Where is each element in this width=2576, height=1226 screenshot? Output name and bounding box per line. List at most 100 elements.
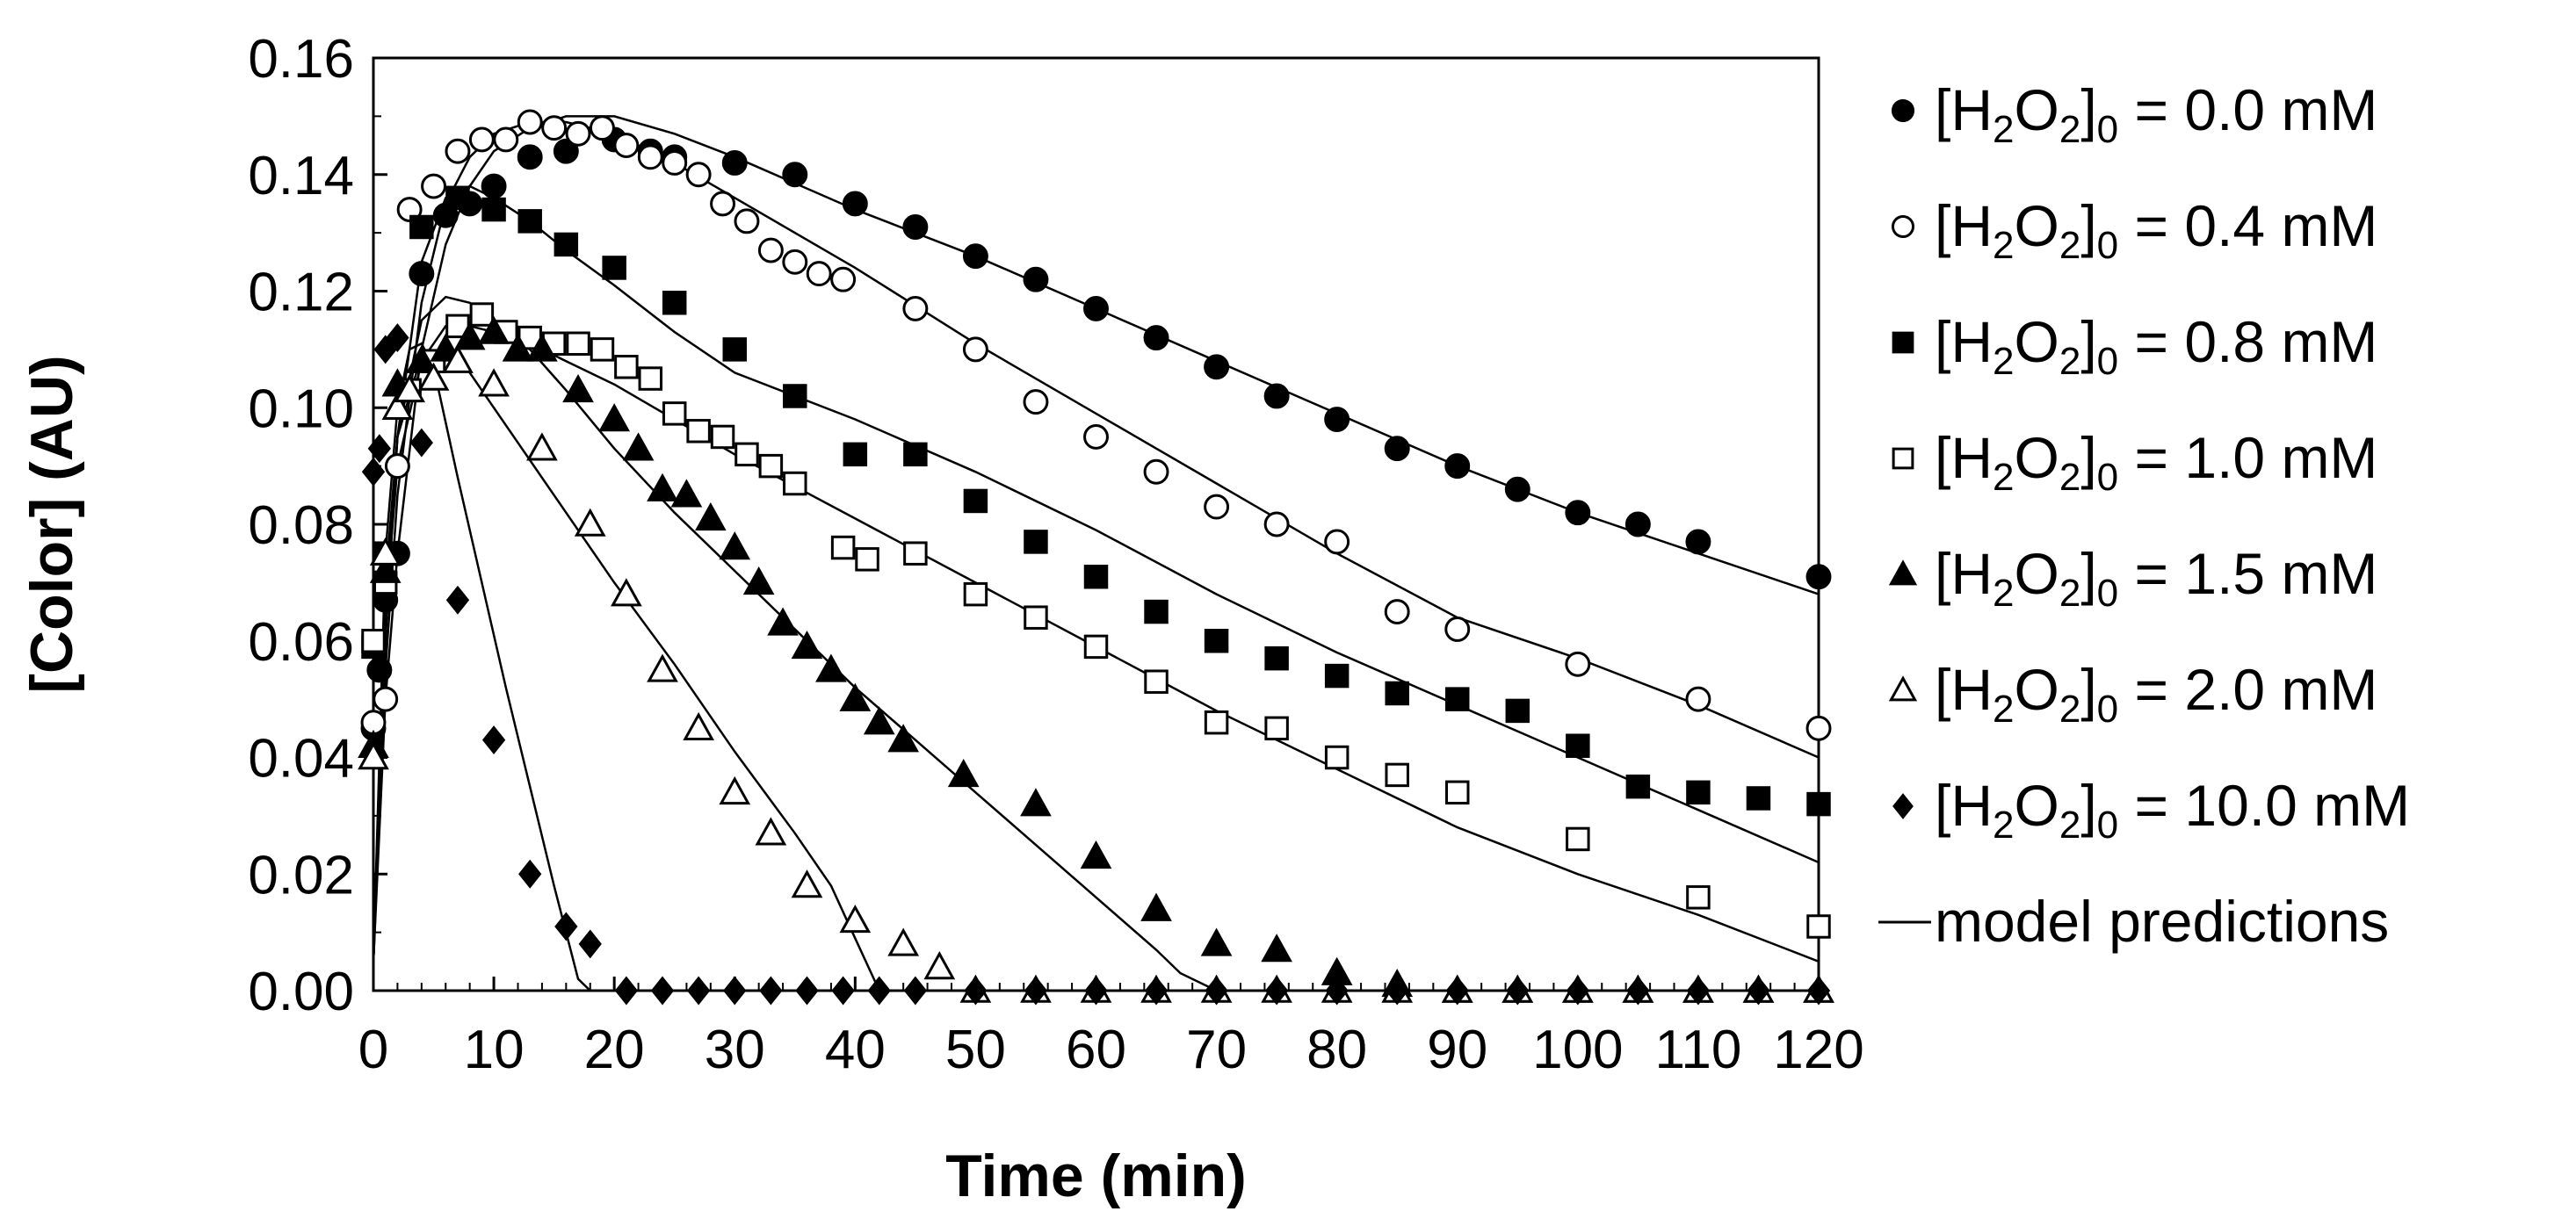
data-point	[386, 323, 409, 353]
data-point	[1747, 976, 1770, 1006]
x-tick-label: 80	[1306, 1020, 1367, 1080]
data-point	[1566, 733, 1590, 758]
data-point	[783, 384, 807, 408]
data-point	[947, 759, 980, 788]
x-axis: 0 10 20 30 40 50 60 70 80 90 100 110 120	[358, 977, 1864, 1080]
data-point	[782, 162, 808, 188]
y-tick-label: 0.14	[248, 146, 354, 206]
data-point	[478, 368, 510, 397]
data-point	[806, 261, 832, 287]
data-point	[685, 162, 712, 188]
y-tick-label: 0.10	[248, 379, 354, 439]
data-point	[1261, 934, 1292, 963]
y-axis-title: [Color] (AU)	[18, 355, 85, 693]
data-point	[1444, 453, 1471, 480]
x-tick-label: 90	[1427, 1020, 1487, 1080]
data-point	[887, 927, 920, 956]
data-point	[493, 126, 519, 153]
data-point	[782, 249, 808, 275]
legend-label: [H2O2]0 = 0.8 mM	[1935, 309, 2377, 383]
data-point	[755, 817, 787, 846]
data-point	[719, 531, 751, 560]
data-point	[1263, 383, 1290, 409]
legend-label: [H2O2]0 = 1.0 mM	[1935, 425, 2377, 499]
data-point	[1205, 976, 1228, 1006]
data-point	[526, 333, 558, 362]
data-point	[562, 373, 594, 403]
data-point	[963, 581, 988, 607]
data-point	[1204, 710, 1229, 735]
data-point	[1200, 927, 1233, 956]
data-point	[710, 424, 735, 450]
data-point	[502, 333, 534, 362]
data-point	[1686, 780, 1711, 805]
data-point	[670, 479, 703, 508]
data-point	[902, 295, 929, 321]
data-points	[358, 109, 1834, 1006]
data-point	[1806, 791, 1831, 817]
data-point	[481, 173, 507, 199]
x-tick-label: 120	[1773, 1020, 1863, 1080]
data-point	[1565, 500, 1591, 526]
data-point	[394, 373, 425, 403]
data-point	[1566, 826, 1590, 852]
data-point	[1324, 407, 1350, 432]
data-point	[1023, 266, 1049, 292]
data-point	[421, 173, 447, 199]
x-tick-label: 20	[584, 1020, 645, 1080]
data-point	[1805, 715, 1832, 741]
data-point	[541, 115, 568, 141]
data-point	[723, 976, 747, 1006]
data-point	[1566, 976, 1589, 1006]
data-point	[1024, 976, 1048, 1006]
data-point	[1324, 529, 1350, 555]
data-point	[795, 976, 819, 1006]
data-point	[405, 344, 438, 373]
series-1	[360, 109, 1832, 741]
data-point	[1024, 605, 1048, 630]
data-point	[1325, 976, 1349, 1006]
series-2	[361, 185, 1831, 817]
data-point	[1686, 976, 1711, 1006]
data-point	[1384, 436, 1410, 462]
data-point	[1083, 564, 1109, 589]
data-point	[1686, 885, 1711, 910]
data-point	[1504, 476, 1530, 502]
data-point	[758, 453, 784, 479]
data-point	[1626, 976, 1650, 1006]
legend-label: [H2O2]0 = 2.0 mM	[1935, 657, 2377, 731]
data-point	[481, 725, 506, 755]
data-point	[1445, 976, 1469, 1006]
data-point	[1445, 687, 1470, 711]
data-point	[554, 232, 579, 257]
data-point	[1685, 686, 1711, 712]
data-point	[903, 442, 928, 467]
data-point	[1444, 617, 1471, 642]
legend-marker	[1888, 675, 1918, 702]
data-point	[721, 150, 748, 176]
data-point	[1625, 774, 1651, 799]
data-point	[574, 508, 606, 537]
data-point	[373, 686, 399, 712]
data-point	[903, 541, 928, 566]
data-point	[517, 144, 543, 170]
data-point	[650, 976, 675, 1006]
x-tick-label: 40	[825, 1020, 886, 1080]
data-point	[722, 337, 747, 362]
x-tick-label: 0	[358, 1020, 388, 1080]
data-point	[1324, 663, 1350, 689]
series-6	[361, 323, 1831, 1006]
model-line-1	[372, 120, 1820, 962]
data-point	[1685, 529, 1711, 555]
data-point	[478, 315, 510, 344]
data-point	[662, 291, 687, 315]
data-point	[637, 144, 663, 170]
data-point	[843, 442, 868, 467]
x-tick-label: 10	[464, 1020, 525, 1080]
data-point	[1140, 892, 1172, 921]
data-point	[589, 115, 615, 141]
data-point	[923, 951, 956, 980]
data-point	[734, 208, 760, 234]
data-point	[1204, 629, 1229, 653]
